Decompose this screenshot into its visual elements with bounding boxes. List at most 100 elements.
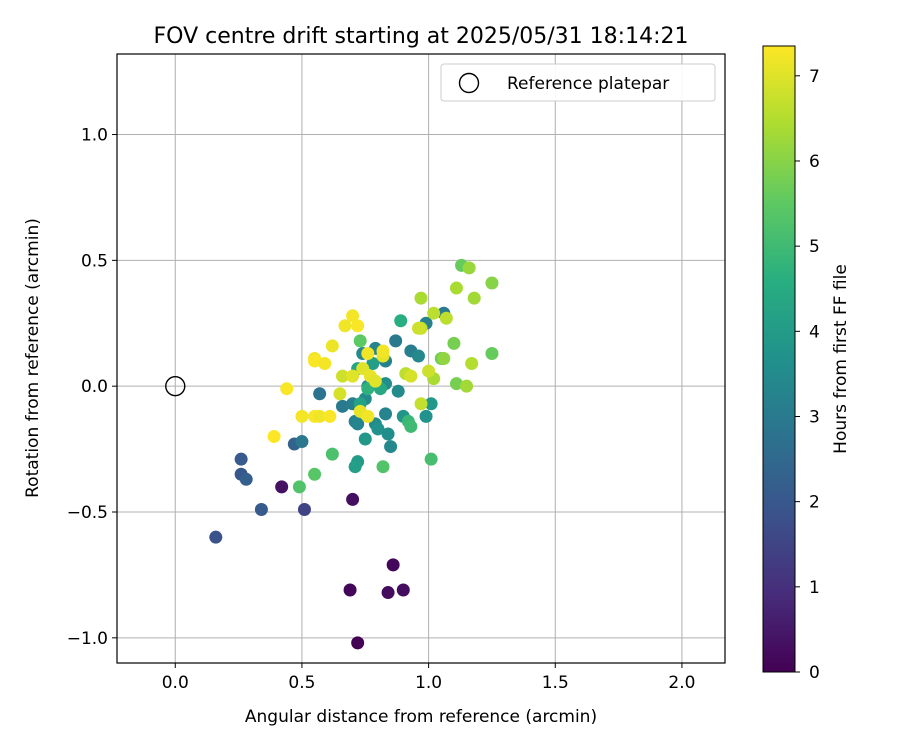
data-point bbox=[462, 261, 476, 275]
colorbar-tick-label: 2 bbox=[809, 493, 820, 513]
data-point bbox=[361, 346, 375, 360]
data-point bbox=[404, 419, 418, 433]
data-point bbox=[414, 397, 428, 411]
data-point bbox=[239, 472, 253, 486]
data-point bbox=[209, 530, 223, 544]
colorbar-tick-label: 6 bbox=[809, 152, 820, 172]
colorbar-label: Hours from first FF file bbox=[831, 264, 851, 454]
data-point bbox=[384, 440, 398, 454]
data-point bbox=[366, 357, 380, 371]
data-point bbox=[295, 409, 309, 423]
data-point bbox=[376, 344, 390, 358]
legend: Reference platepar bbox=[440, 63, 716, 102]
data-point bbox=[351, 417, 365, 431]
data-point bbox=[449, 377, 463, 391]
x-tick-label: 1.0 bbox=[415, 673, 442, 693]
x-tick-label: 0.5 bbox=[288, 673, 315, 693]
legend-entry-label: Reference platepar bbox=[507, 74, 669, 94]
data-point bbox=[371, 422, 385, 436]
x-tick-label: 1.5 bbox=[542, 673, 569, 693]
colorbar-tick-label: 7 bbox=[809, 67, 820, 87]
colorbar-ticks: 0 1 2 3 4 5 6 7 bbox=[795, 67, 820, 683]
data-point bbox=[335, 399, 349, 413]
y-tick-label: 0.5 bbox=[81, 251, 108, 271]
colorbar-tick-label: 1 bbox=[809, 578, 820, 598]
data-point bbox=[335, 369, 349, 383]
data-point bbox=[447, 336, 461, 350]
data-point bbox=[351, 636, 365, 650]
y-axis-label: Rotation from reference (arcmin) bbox=[23, 218, 43, 498]
data-point bbox=[308, 467, 322, 481]
data-point bbox=[353, 334, 367, 348]
colorbar-tick-label: 0 bbox=[809, 663, 820, 683]
data-point bbox=[351, 319, 365, 333]
data-point bbox=[424, 397, 438, 411]
data-point bbox=[295, 435, 309, 449]
reference-marker-group bbox=[165, 375, 186, 397]
data-point bbox=[394, 314, 408, 328]
legend-reference-marker bbox=[458, 72, 480, 94]
data-point bbox=[348, 460, 362, 474]
data-point bbox=[381, 427, 395, 441]
data-point bbox=[389, 334, 403, 348]
data-point bbox=[323, 409, 337, 423]
data-point bbox=[460, 379, 474, 393]
data-point bbox=[346, 369, 360, 383]
data-point bbox=[313, 387, 327, 401]
x-axis-ticks: 0.0 0.5 1.0 1.5 2.0 bbox=[162, 663, 695, 693]
data-point bbox=[439, 311, 453, 325]
data-point bbox=[333, 387, 347, 401]
data-point bbox=[280, 382, 294, 396]
data-point bbox=[386, 558, 400, 572]
reference-platepar-marker bbox=[165, 375, 186, 397]
data-points bbox=[209, 258, 499, 650]
x-tick-label: 0.0 bbox=[162, 673, 189, 693]
y-tick-label: 1.0 bbox=[81, 126, 108, 146]
data-point bbox=[361, 409, 375, 423]
colorbar: 0 1 2 3 4 5 6 7 Hours from first FF file bbox=[762, 45, 851, 683]
chart-title: FOV centre drift starting at 2025/05/31 … bbox=[154, 24, 689, 49]
data-point bbox=[308, 354, 322, 368]
data-point bbox=[254, 502, 268, 516]
colorbar-strip bbox=[762, 45, 796, 673]
data-point bbox=[427, 306, 441, 320]
data-point bbox=[467, 291, 481, 305]
data-point bbox=[437, 352, 451, 365]
y-tick-label: −1.0 bbox=[67, 629, 108, 649]
data-point bbox=[485, 346, 499, 360]
y-tick-label: −0.5 bbox=[67, 503, 108, 523]
data-point bbox=[267, 430, 281, 444]
y-tick-label: 0.0 bbox=[81, 377, 108, 397]
data-point bbox=[343, 583, 357, 597]
colorbar-tick-label: 3 bbox=[809, 407, 820, 427]
data-point bbox=[368, 374, 382, 388]
grid-lines bbox=[117, 54, 725, 663]
data-point bbox=[422, 364, 436, 378]
data-point bbox=[411, 321, 425, 335]
data-point bbox=[346, 309, 360, 323]
data-point bbox=[419, 409, 433, 423]
x-axis-label: Angular distance from reference (arcmin) bbox=[245, 707, 597, 727]
data-point bbox=[297, 502, 311, 516]
colorbar-tick-label: 4 bbox=[809, 322, 820, 342]
data-point bbox=[325, 339, 339, 353]
data-point bbox=[376, 460, 390, 474]
legend-box bbox=[440, 63, 716, 102]
data-point bbox=[275, 480, 289, 494]
data-point bbox=[396, 583, 410, 597]
data-point bbox=[424, 452, 438, 466]
data-point bbox=[465, 357, 479, 371]
data-point bbox=[414, 291, 428, 305]
data-point bbox=[379, 407, 393, 421]
data-point bbox=[381, 586, 395, 600]
data-point bbox=[404, 369, 418, 383]
data-point bbox=[318, 357, 332, 371]
data-point bbox=[485, 276, 499, 290]
data-point bbox=[411, 349, 425, 363]
data-point bbox=[338, 319, 352, 333]
data-point bbox=[449, 281, 463, 295]
data-point bbox=[346, 492, 360, 506]
data-point bbox=[325, 447, 339, 461]
data-point bbox=[292, 480, 306, 494]
